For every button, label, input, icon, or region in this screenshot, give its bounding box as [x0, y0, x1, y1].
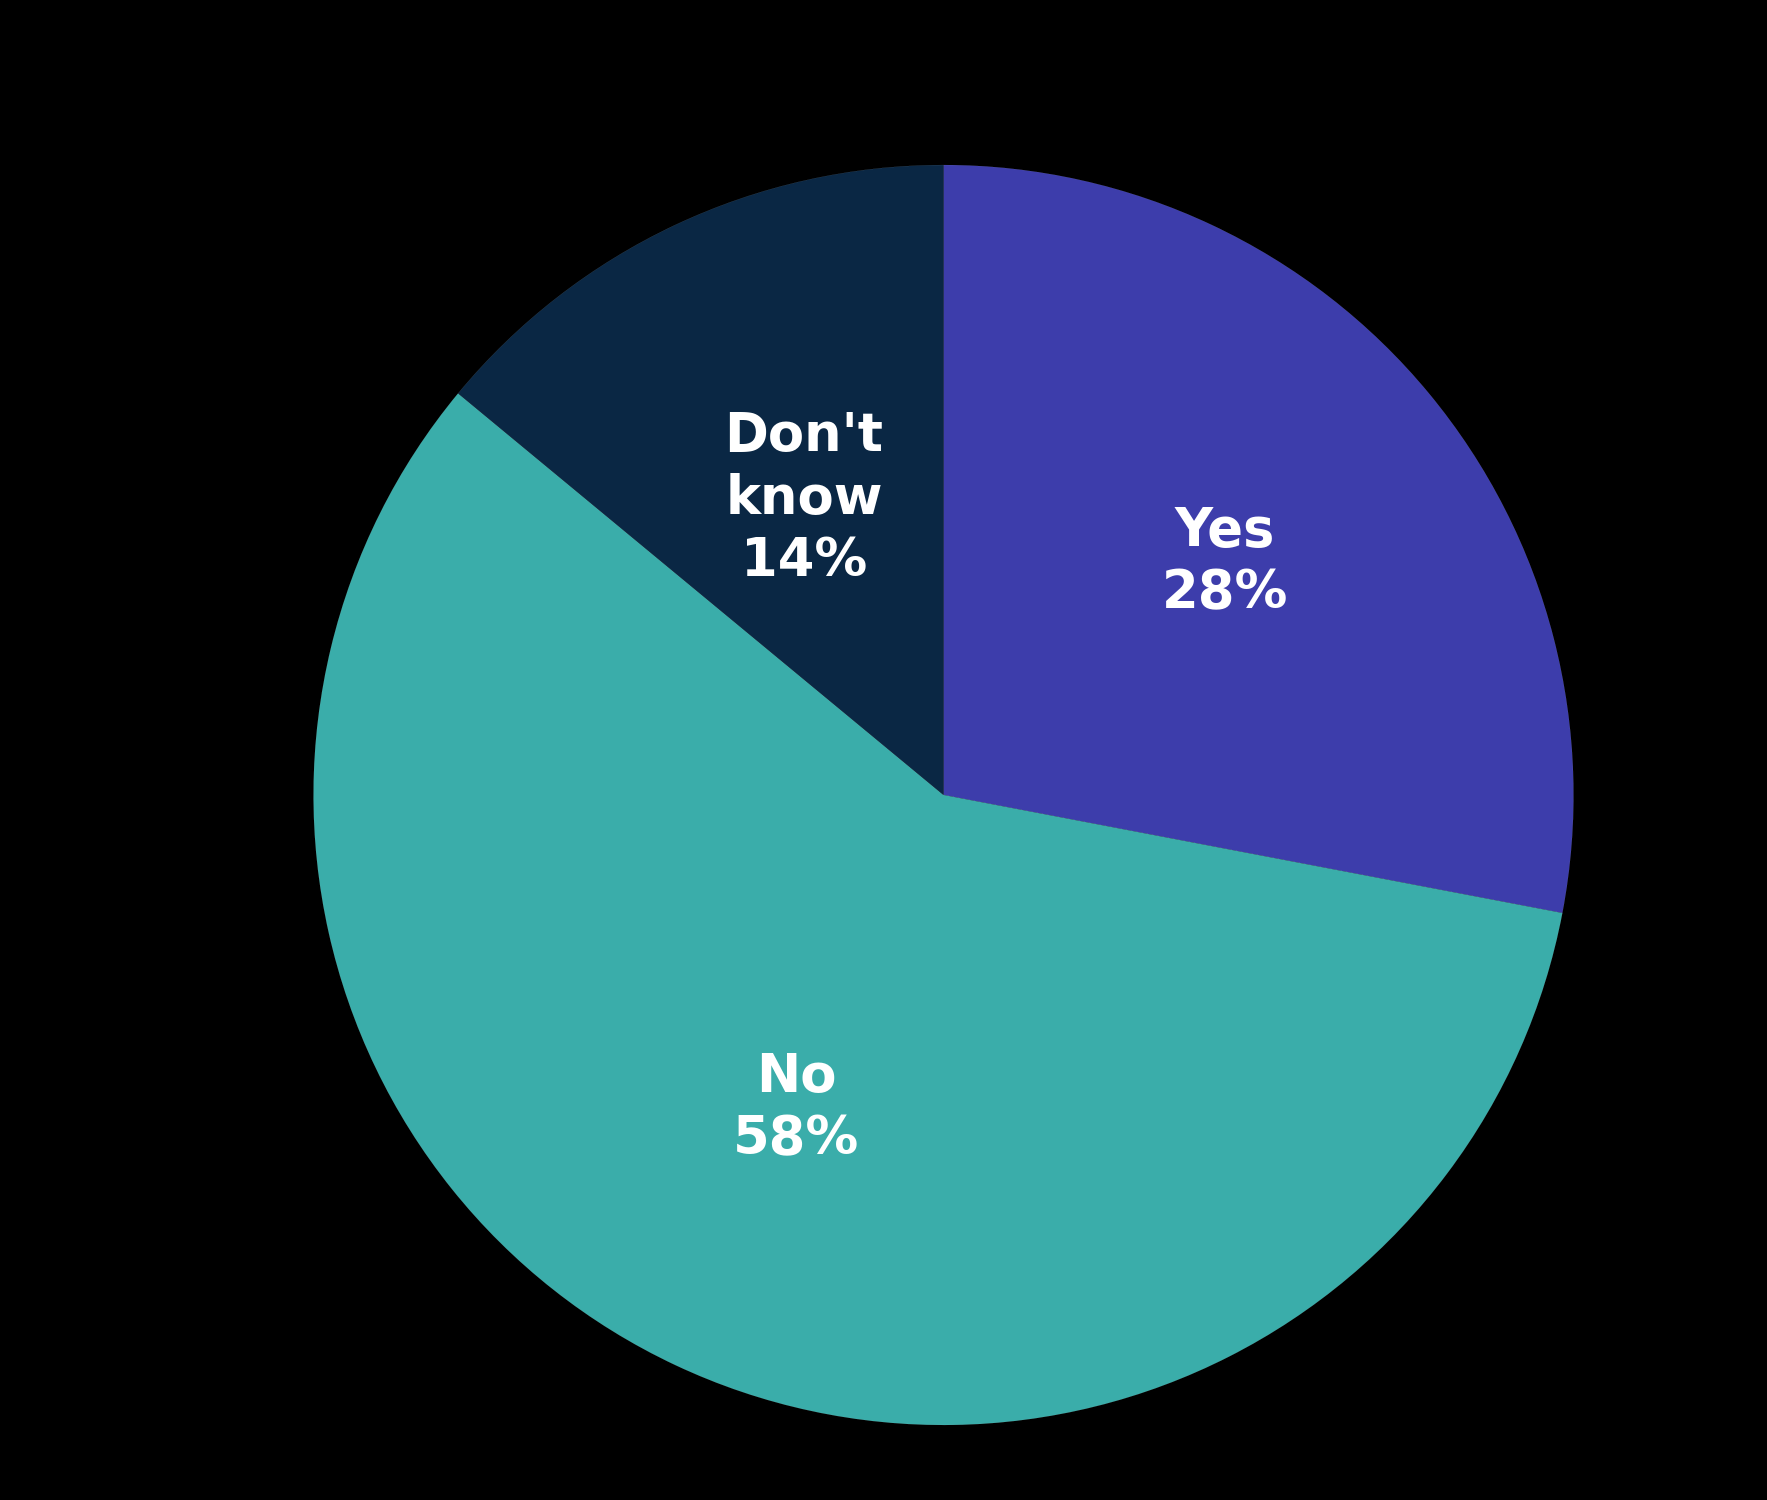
Wedge shape	[944, 165, 1573, 914]
Text: No
58%: No 58%	[733, 1052, 859, 1166]
Wedge shape	[458, 165, 944, 795]
Text: Don't
know
14%: Don't know 14%	[724, 411, 884, 586]
Wedge shape	[313, 393, 1562, 1425]
Text: Yes
28%: Yes 28%	[1163, 506, 1288, 620]
